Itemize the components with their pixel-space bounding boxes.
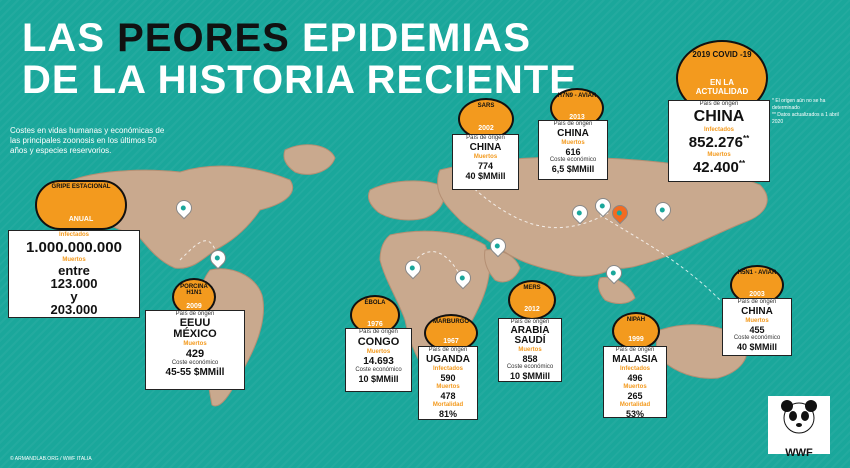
origin-value: CHINA <box>557 128 589 139</box>
cost-label: Coste económico <box>506 364 554 370</box>
infected-label: Infectados <box>703 127 734 133</box>
origin-value: MÉXICO <box>173 328 217 340</box>
cost-value: 6,5 $MMill <box>551 164 595 174</box>
deaths-label: Muertos <box>561 140 585 146</box>
origin-label: País de origen <box>359 329 398 335</box>
marburgo-card: País de origen UGANDA Infectados 590 Mue… <box>418 346 478 420</box>
southeast-asia <box>597 276 636 304</box>
infected-label: Infectados <box>619 366 650 372</box>
deaths-label: Muertos <box>518 347 542 353</box>
deaths-label: Muertos <box>62 257 86 263</box>
cost-value: 10 $MMill <box>358 374 399 384</box>
mers-card: País de origen ARABIA SAUDÍ Muertos 858 … <box>498 318 562 382</box>
deaths-label: Muertos <box>366 349 391 355</box>
cost-value: 10 $MMill <box>509 371 550 381</box>
origin-value: CONGO <box>357 336 400 348</box>
origin-value: CHINA <box>693 108 745 125</box>
panda-icon <box>781 400 817 434</box>
porcina-badge: PORCINA H1N1 2009 <box>172 278 216 316</box>
origin-value: CHINA <box>469 142 502 153</box>
cost-value: 45-55 $MMill <box>165 367 225 378</box>
origin-label: País de origen <box>553 121 593 127</box>
wwf-logo: WWF <box>768 396 830 459</box>
mers-badge: MERS 2012 <box>508 280 556 320</box>
footnote-marker: ** <box>743 134 750 143</box>
deaths-text: y <box>70 289 78 304</box>
origin-label: País de origen <box>428 347 468 353</box>
deaths-label: Muertos <box>473 154 498 160</box>
cost-label: Coste económico <box>171 360 219 366</box>
deaths-value: 858 <box>522 354 538 364</box>
gripe-card: Infectados 1.000.000.000 Muertos entre 1… <box>8 230 140 318</box>
deaths-label: Muertos <box>745 318 769 324</box>
deaths-value: 14.693 <box>363 356 394 367</box>
page-title-line1: LAS PEORES EPIDEMIAS <box>22 16 531 60</box>
deaths-value: 42.400 <box>692 159 739 176</box>
origin-value: MALASIA <box>612 354 658 365</box>
origin-label: País de origen <box>615 347 655 353</box>
origin-label: País de origen <box>699 101 739 107</box>
deaths-value: 455 <box>749 325 765 335</box>
nipah-badge: NIPAH 1999 <box>612 312 660 350</box>
h5n1-card: País de origen CHINA Muertos 455 Coste e… <box>722 298 792 356</box>
origin-value: SAUDÍ <box>514 335 546 346</box>
origin-label: País de origen <box>466 135 505 141</box>
origin-value: ARABIA <box>510 325 550 336</box>
europe <box>367 180 445 221</box>
deaths-value: 265 <box>627 391 643 401</box>
origin-value: EEUU <box>179 317 211 329</box>
note: ** Datos actualizados a 1 abril 2020 <box>772 112 839 125</box>
infected-value: 852.276 <box>688 134 743 151</box>
deaths-label: Muertos <box>436 384 460 390</box>
cost-value: 40 $MMill <box>465 171 506 181</box>
origin-value: UGANDA <box>426 354 470 365</box>
note: * El origen aún no se ha determinado <box>772 98 826 111</box>
deaths-label: Muertos <box>623 384 647 390</box>
notes: * El origen aún no se ha determinado ** … <box>772 98 842 126</box>
deaths-label: Muertos <box>707 152 731 158</box>
deaths-text: entre <box>58 263 90 278</box>
arabia <box>484 249 521 283</box>
cost-label: Coste económico <box>549 157 597 163</box>
mortality-value: 81% <box>438 409 457 419</box>
footnote-marker: ** <box>738 159 746 168</box>
ebola-card: País de origen CONGO Muertos 14.693 Cost… <box>345 328 412 392</box>
infected-value: 590 <box>440 373 456 383</box>
nipah-card: País de origen MALASIA Infectados 496 Mu… <box>603 346 667 419</box>
deaths-value: 429 <box>185 348 205 360</box>
deaths-value: 774 <box>477 161 494 171</box>
deaths-value: 616 <box>565 147 581 157</box>
deaths-label: Muertos <box>183 341 207 347</box>
origin-label: País de origen <box>737 299 777 305</box>
cost-label: Coste económico <box>733 335 781 341</box>
origin-label: País de origen <box>510 319 550 325</box>
h7n9-card: País de origen CHINA Muertos 616 Coste e… <box>538 120 608 180</box>
page-title-line2: DE LA HISTORIA RECIENTE <box>22 58 577 102</box>
footnote: © ARMANDLAB.ORG / WWF ITALIA <box>10 456 92 462</box>
infected-label: Infectados <box>58 232 89 238</box>
gripe-badge: GRIPE ESTACIONAL ANUAL <box>35 180 127 230</box>
infected-label: Infectados <box>432 366 463 372</box>
deaths-value: 203.000 <box>50 302 98 317</box>
origin-value: CHINA <box>741 306 773 317</box>
cost-value: 40 $MMill <box>736 342 777 352</box>
sars-badge: SARS 2002 <box>458 98 514 140</box>
deaths-value: 123.000 <box>50 276 98 291</box>
wwf-text: WWF <box>785 447 813 459</box>
origin-label: País de origen <box>175 311 215 317</box>
infected-value: 496 <box>627 373 643 383</box>
mortality-value: 53% <box>625 409 644 419</box>
cost-label: Coste económico <box>355 367 402 373</box>
greenland <box>283 144 336 175</box>
infected-value: 1.000.000.000 <box>26 239 122 256</box>
mortality-label: Mortalidad <box>432 402 464 408</box>
mortality-label: Mortalidad <box>619 402 651 408</box>
covid-card: País de origen CHINA Infectados 852.276*… <box>668 100 770 182</box>
subtitle: Costes en vidas humanas y económicas de … <box>10 126 165 155</box>
sars-card: País de origen CHINA Muertos 774 40 $MMi… <box>452 134 519 190</box>
porcina-card: País de origen EEUU MÉXICO Muertos 429 C… <box>145 310 245 390</box>
deaths-value: 478 <box>440 391 456 401</box>
